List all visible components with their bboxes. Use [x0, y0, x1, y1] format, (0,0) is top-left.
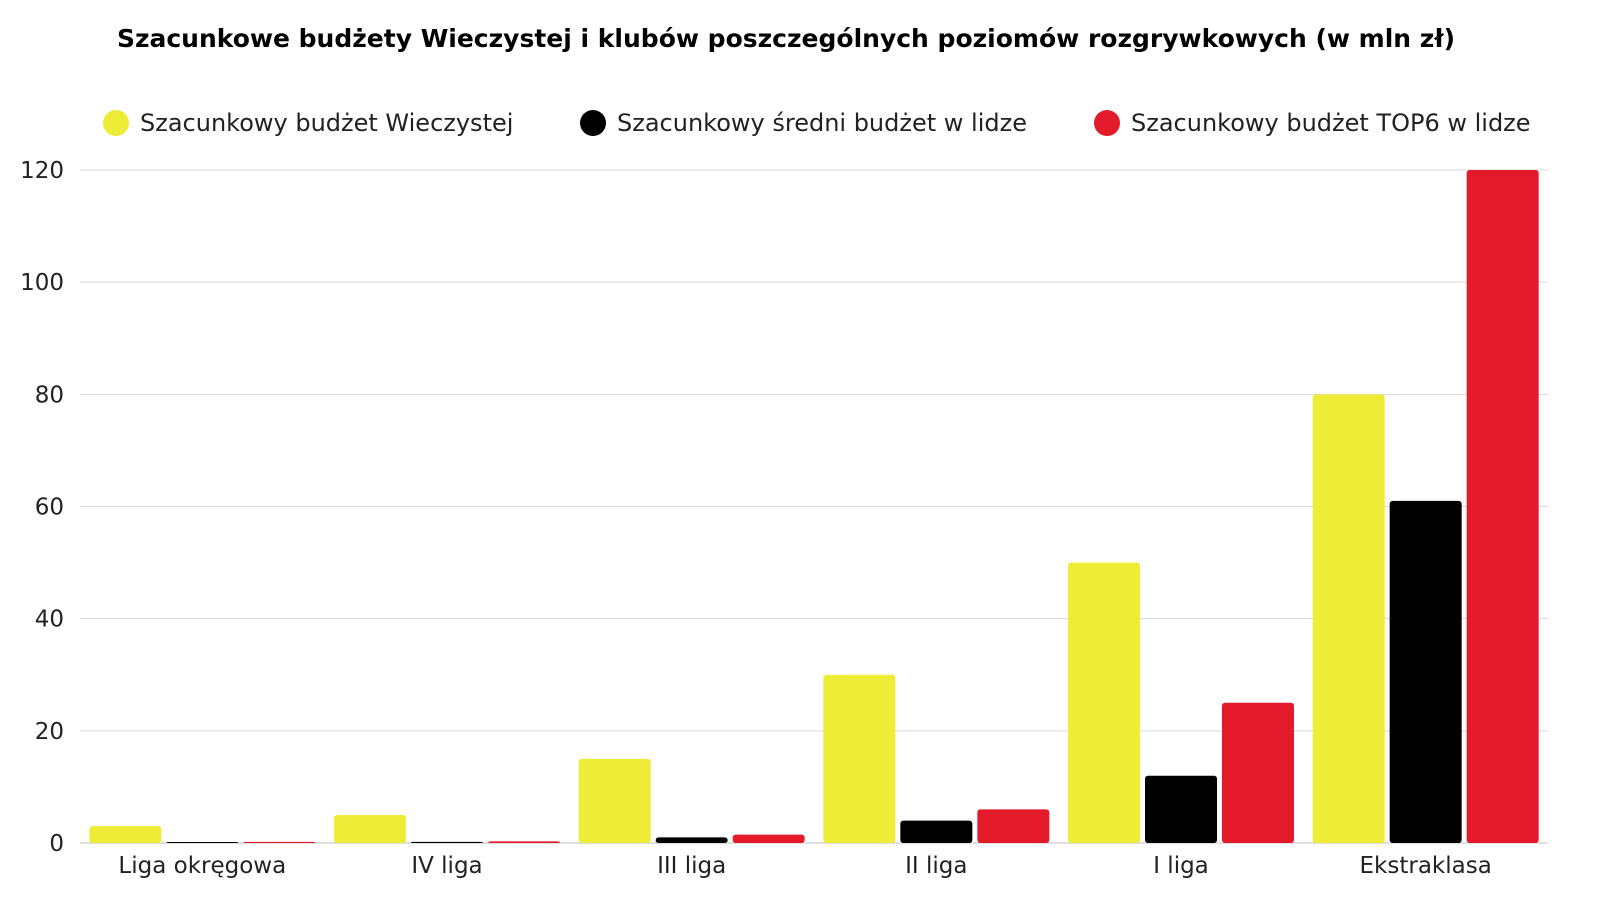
legend-marker-2 — [580, 110, 606, 136]
legend-label-3: Szacunkowy budżet TOP6 w lidze — [1131, 109, 1531, 137]
bar-3-3 — [732, 834, 805, 843]
y-tick-label: 80 — [35, 382, 64, 408]
bar-2-4 — [900, 820, 973, 843]
bar-1-2 — [334, 814, 406, 843]
x-tick-label: Ekstraklasa — [1360, 853, 1492, 879]
bar-3-5 — [1222, 702, 1294, 843]
legend-marker-1 — [103, 110, 129, 136]
legend-label-1: Szacunkowy budżet Wieczystej — [140, 109, 513, 137]
bar-1-1 — [89, 826, 162, 843]
chart-title: Szacunkowe budżety Wieczystej i klubów p… — [117, 24, 1455, 53]
x-tick-label: III liga — [657, 853, 726, 879]
bar-2-6 — [1389, 500, 1462, 843]
gridlines — [80, 169, 1548, 844]
bars — [89, 170, 1539, 843]
bar-1-4 — [823, 674, 896, 843]
bar-1-6 — [1312, 394, 1385, 843]
bar-2-3 — [655, 837, 728, 843]
y-tick-label: 120 — [20, 158, 64, 184]
bar-3-1 — [243, 841, 316, 843]
bar-1-3 — [578, 758, 651, 843]
legend: Szacunkowy budżet Wieczystej Szacunkowy ś… — [103, 109, 1531, 137]
y-tick-label: 60 — [35, 495, 64, 521]
legend-label-2: Szacunkowy średni budżet w lidze — [617, 109, 1027, 137]
x-tick-label: I liga — [1153, 853, 1209, 879]
x-axis: Liga okręgowa IV liga III liga II liga I lig… — [118, 853, 1491, 879]
x-tick-label: IV liga — [411, 853, 482, 879]
bar-3-4 — [977, 809, 1050, 843]
x-tick-label: Liga okręgowa — [118, 853, 286, 879]
y-tick-label: 40 — [35, 607, 64, 633]
y-axis: 0 20 40 60 80 100 120 — [20, 158, 64, 857]
bar-3-6 — [1466, 170, 1539, 843]
y-tick-label: 100 — [20, 270, 64, 296]
bar-2-2 — [411, 841, 483, 843]
bar-2-5 — [1145, 775, 1217, 843]
bar-2-1 — [166, 842, 239, 843]
legend-marker-3 — [1094, 110, 1120, 136]
bar-1-5 — [1068, 562, 1140, 843]
y-tick-label: 0 — [49, 831, 64, 857]
bar-3-2 — [488, 841, 560, 843]
y-tick-label: 20 — [35, 719, 64, 745]
x-tick-label: II liga — [905, 853, 967, 879]
